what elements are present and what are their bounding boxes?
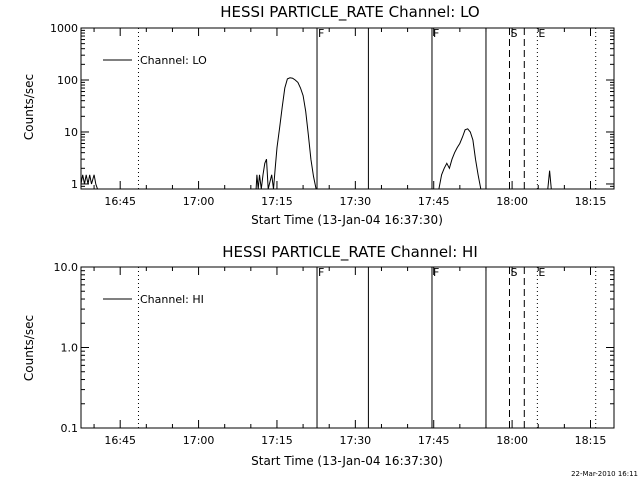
hi-x-tick-label: 18:00: [496, 434, 528, 447]
lo-marker-label: S: [510, 27, 517, 40]
lo-y-tick-label: 1000: [50, 22, 78, 35]
hi-x-tick-label: 17:30: [339, 434, 371, 447]
hi-plot-frame: [80, 266, 615, 429]
lo-y-tick-label: 1: [71, 178, 78, 191]
lo-marker-label: F: [318, 27, 324, 40]
hi-y-tick-label: 0.1: [61, 422, 79, 435]
hi-legend-label: Channel: HI: [140, 293, 204, 306]
generation-timestamp: 22-Mar-2010 16:11: [571, 470, 638, 478]
hi-marker-label: F: [433, 266, 439, 279]
hi-marker-label: F: [318, 266, 324, 279]
hi-y-tick-label: 1.0: [61, 342, 79, 355]
lo-x-tick-label: 18:00: [496, 195, 528, 208]
lo-y-tick-label: 10: [64, 126, 78, 139]
hi-y-axis-label: Counts/sec: [22, 315, 36, 381]
lo-marker-label: F: [433, 27, 439, 40]
hi-marker-label: E: [538, 266, 545, 279]
hi-chart-title: HESSI PARTICLE_RATE Channel: HI: [222, 243, 478, 262]
lo-x-tick-label: 17:45: [418, 195, 450, 208]
lo-x-tick-label: 18:15: [575, 195, 607, 208]
hi-x-axis-label: Start Time (13-Jan-04 16:37:30): [251, 454, 443, 468]
hi-x-tick-label: 16:45: [104, 434, 136, 447]
hi-y-tick-label: 10.0: [54, 261, 79, 274]
lo-legend-label: Channel: LO: [140, 54, 207, 67]
lo-y-axis-label: Counts/sec: [22, 74, 36, 140]
hi-marker-label: S: [510, 266, 517, 279]
lo-x-tick-label: 17:15: [261, 195, 293, 208]
lo-x-tick-label: 16:45: [104, 195, 136, 208]
lo-chart-title: HESSI PARTICLE_RATE Channel: LO: [220, 3, 479, 22]
lo-marker-label: E: [538, 27, 545, 40]
lo-y-tick-label: 100: [57, 74, 78, 87]
hi-x-tick-label: 17:15: [261, 434, 293, 447]
lo-plot-frame: [80, 27, 615, 190]
hi-x-tick-label: 17:00: [183, 434, 215, 447]
hi-x-tick-label: 18:15: [575, 434, 607, 447]
lo-x-axis-label: Start Time (13-Jan-04 16:37:30): [251, 213, 443, 227]
hi-x-tick-label: 17:45: [418, 434, 450, 447]
lo-chart-panel: 16:45 17:00 17:15 17:30 17:45 18:00 18:15 1 10 10…: [50, 22, 615, 208]
lo-x-tick-label: 17:30: [339, 195, 371, 208]
hi-chart-panel: 16:45 17:00 17:15 17:30 17:45 18:00 18:15 0.1 1.…: [54, 261, 615, 447]
lo-series-line: [80, 77, 552, 190]
lo-x-tick-label: 17:00: [183, 195, 215, 208]
